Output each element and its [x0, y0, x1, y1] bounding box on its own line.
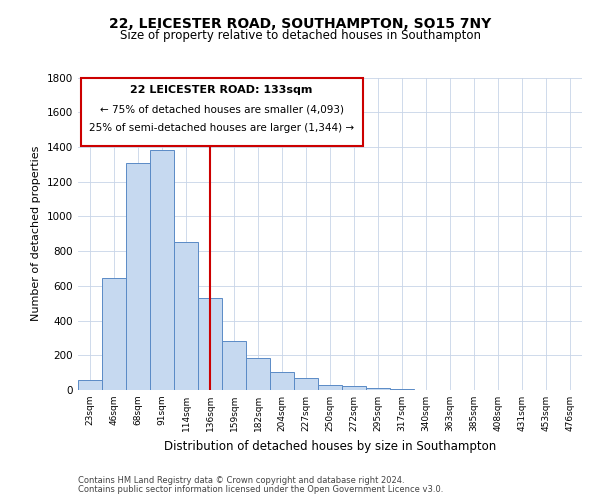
Bar: [270, 372, 294, 390]
Bar: [294, 378, 318, 390]
X-axis label: Distribution of detached houses by size in Southampton: Distribution of detached houses by size …: [164, 440, 496, 452]
Bar: [318, 385, 342, 390]
Text: 22 LEICESTER ROAD: 133sqm: 22 LEICESTER ROAD: 133sqm: [130, 86, 313, 96]
Y-axis label: Number of detached properties: Number of detached properties: [31, 146, 41, 322]
Bar: [198, 298, 222, 390]
Bar: [366, 388, 390, 390]
Bar: [102, 278, 126, 390]
Bar: [126, 162, 150, 390]
Text: ← 75% of detached houses are smaller (4,093): ← 75% of detached houses are smaller (4,…: [100, 104, 344, 114]
Bar: [78, 380, 102, 390]
Text: Contains HM Land Registry data © Crown copyright and database right 2024.: Contains HM Land Registry data © Crown c…: [78, 476, 404, 485]
Bar: [246, 358, 270, 390]
Bar: [342, 386, 366, 390]
Bar: [150, 150, 174, 390]
Text: 25% of semi-detached houses are larger (1,344) →: 25% of semi-detached houses are larger (…: [89, 123, 354, 133]
Text: Contains public sector information licensed under the Open Government Licence v3: Contains public sector information licen…: [78, 485, 443, 494]
Bar: [174, 242, 198, 390]
Text: Size of property relative to detached houses in Southampton: Size of property relative to detached ho…: [119, 29, 481, 42]
Bar: [222, 342, 246, 390]
Text: 22, LEICESTER ROAD, SOUTHAMPTON, SO15 7NY: 22, LEICESTER ROAD, SOUTHAMPTON, SO15 7N…: [109, 18, 491, 32]
Bar: [390, 389, 414, 390]
Bar: [80, 78, 363, 146]
